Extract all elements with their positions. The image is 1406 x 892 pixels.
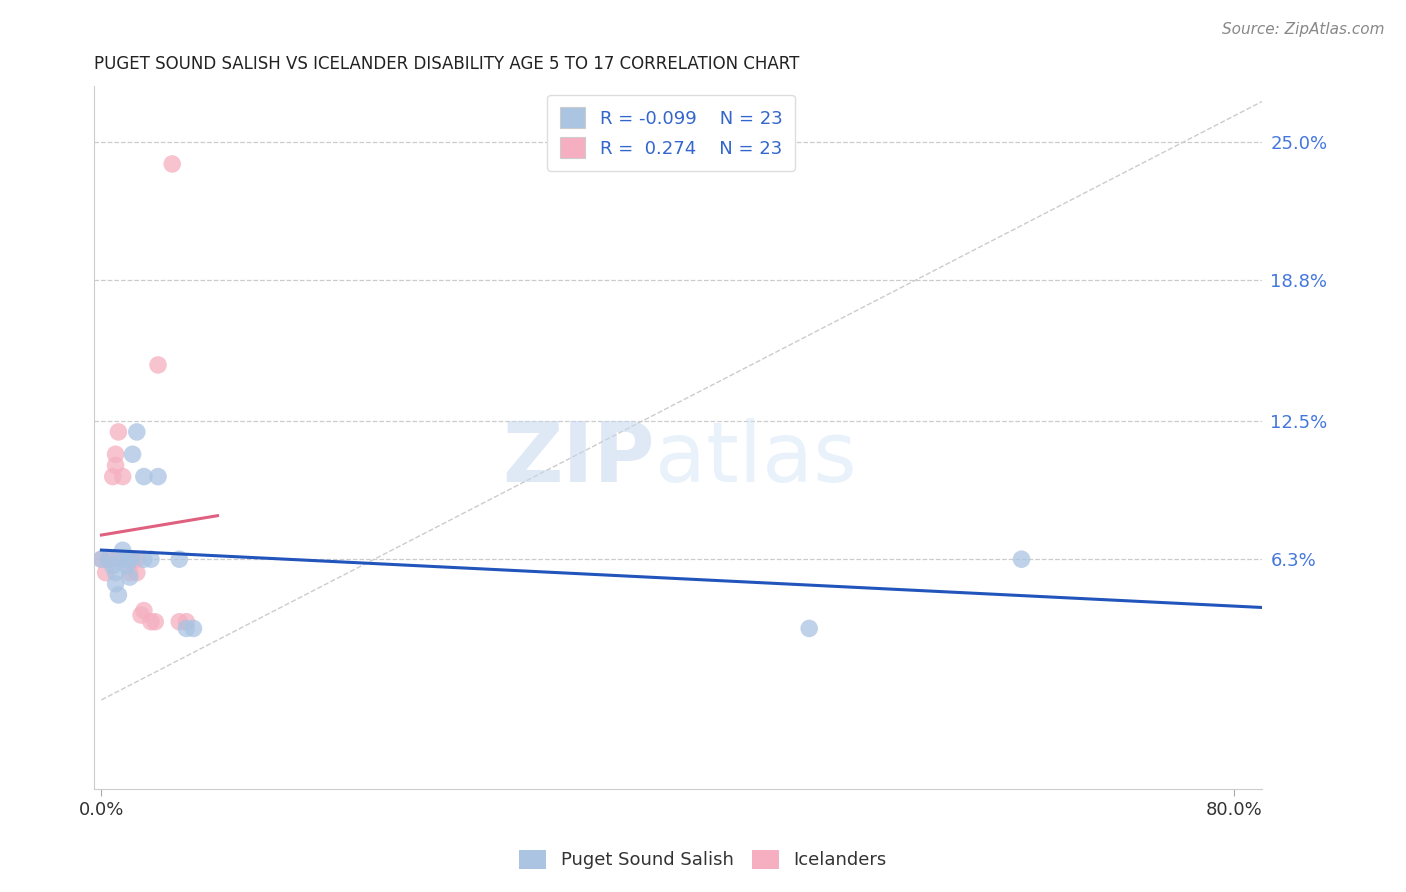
Point	[146, 358, 169, 372]
Point	[118, 552, 141, 566]
Point	[97, 552, 120, 566]
Point	[115, 558, 138, 573]
Point	[94, 566, 117, 580]
Point	[101, 469, 124, 483]
Point	[169, 615, 191, 629]
Legend: Puget Sound Salish, Icelanders: Puget Sound Salish, Icelanders	[510, 840, 896, 879]
Point	[90, 552, 112, 566]
Point	[118, 552, 141, 566]
Text: Source: ZipAtlas.com: Source: ZipAtlas.com	[1222, 22, 1385, 37]
Point	[143, 615, 166, 629]
Text: PUGET SOUND SALISH VS ICELANDER DISABILITY AGE 5 TO 17 CORRELATION CHART: PUGET SOUND SALISH VS ICELANDER DISABILI…	[94, 55, 800, 73]
Point	[183, 622, 205, 636]
Point	[121, 447, 143, 461]
Point	[132, 469, 155, 483]
Point	[132, 552, 155, 566]
Point	[111, 469, 134, 483]
Point	[125, 552, 148, 566]
Text: atlas: atlas	[655, 418, 856, 500]
Point	[125, 425, 148, 439]
Point	[111, 543, 134, 558]
Point	[115, 552, 138, 566]
Point	[160, 157, 183, 171]
Legend: R = -0.099    N = 23, R =  0.274    N = 23: R = -0.099 N = 23, R = 0.274 N = 23	[547, 95, 794, 171]
Point	[104, 447, 127, 461]
Point	[125, 566, 148, 580]
Point	[104, 566, 127, 580]
Text: ZIP: ZIP	[502, 418, 655, 500]
Point	[107, 425, 129, 439]
Point	[101, 558, 124, 573]
Point	[118, 566, 141, 580]
Point	[176, 615, 198, 629]
Point	[118, 552, 141, 566]
Point	[111, 552, 134, 566]
Point	[104, 576, 127, 591]
Point	[139, 552, 162, 566]
Point	[176, 622, 198, 636]
Point	[799, 622, 821, 636]
Point	[97, 552, 120, 566]
Point	[107, 588, 129, 602]
Point	[129, 608, 152, 623]
Point	[118, 570, 141, 584]
Point	[121, 552, 143, 566]
Point	[169, 552, 191, 566]
Point	[139, 615, 162, 629]
Point	[104, 552, 127, 566]
Point	[132, 603, 155, 617]
Point	[104, 458, 127, 473]
Point	[1011, 552, 1033, 566]
Point	[146, 469, 169, 483]
Point	[90, 552, 112, 566]
